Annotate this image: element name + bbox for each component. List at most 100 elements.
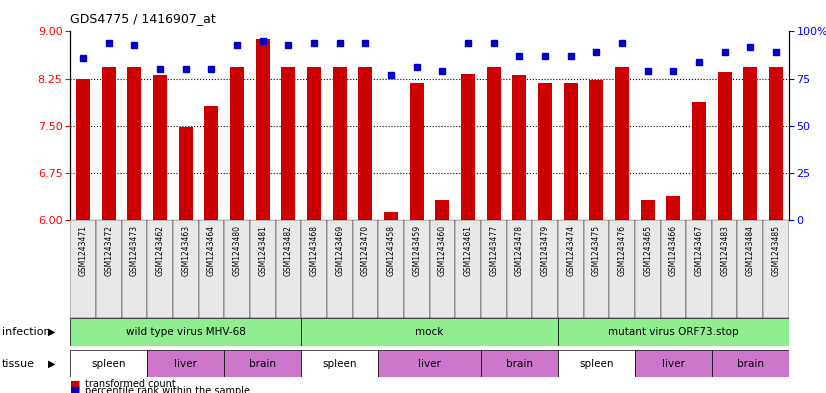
- Bar: [609, 220, 635, 318]
- Bar: [532, 220, 558, 318]
- Bar: [147, 350, 224, 377]
- Text: GSM1243479: GSM1243479: [540, 225, 549, 276]
- Text: GSM1243471: GSM1243471: [78, 225, 88, 276]
- Text: spleen: spleen: [92, 358, 126, 369]
- Text: percentile rank within the sample: percentile rank within the sample: [85, 386, 250, 393]
- Bar: [558, 220, 583, 318]
- Text: GSM1243478: GSM1243478: [515, 225, 524, 276]
- Text: spleen: spleen: [579, 358, 614, 369]
- Bar: [635, 220, 661, 318]
- Text: brain: brain: [737, 358, 764, 369]
- Bar: [76, 79, 90, 220]
- Text: GSM1243462: GSM1243462: [155, 225, 164, 276]
- Bar: [558, 350, 635, 377]
- Text: GSM1243475: GSM1243475: [592, 225, 601, 276]
- Bar: [430, 220, 455, 318]
- Bar: [147, 220, 173, 318]
- Bar: [661, 220, 686, 318]
- Bar: [224, 350, 301, 377]
- Bar: [404, 220, 430, 318]
- Text: GSM1243468: GSM1243468: [310, 225, 319, 276]
- Text: GSM1243480: GSM1243480: [233, 225, 241, 276]
- Bar: [327, 220, 353, 318]
- Text: GSM1243485: GSM1243485: [771, 225, 781, 276]
- Bar: [692, 102, 706, 220]
- Bar: [686, 220, 712, 318]
- Bar: [307, 67, 321, 220]
- Bar: [70, 220, 96, 318]
- Bar: [461, 74, 475, 220]
- Bar: [378, 220, 404, 318]
- Bar: [70, 350, 147, 377]
- Bar: [230, 67, 244, 220]
- Bar: [718, 72, 732, 220]
- Text: GSM1243472: GSM1243472: [104, 225, 113, 276]
- Bar: [178, 127, 192, 220]
- Bar: [276, 220, 301, 318]
- Text: GSM1243460: GSM1243460: [438, 225, 447, 276]
- Bar: [563, 83, 577, 220]
- Bar: [455, 220, 481, 318]
- Bar: [487, 67, 501, 220]
- Bar: [378, 350, 481, 377]
- Bar: [127, 67, 141, 220]
- Text: infection: infection: [2, 327, 50, 337]
- Text: GDS4775 / 1416907_at: GDS4775 / 1416907_at: [70, 12, 216, 25]
- Text: tissue: tissue: [2, 358, 35, 369]
- Bar: [738, 220, 763, 318]
- Text: ▶: ▶: [48, 358, 56, 369]
- Bar: [353, 220, 378, 318]
- Bar: [102, 67, 116, 220]
- Bar: [153, 75, 167, 220]
- Bar: [615, 67, 629, 220]
- Bar: [198, 220, 224, 318]
- Text: spleen: spleen: [322, 358, 357, 369]
- Text: GSM1243474: GSM1243474: [566, 225, 575, 276]
- Bar: [712, 350, 789, 377]
- Text: mutant virus ORF73.stop: mutant virus ORF73.stop: [608, 327, 738, 337]
- Bar: [583, 220, 609, 318]
- Text: brain: brain: [249, 358, 276, 369]
- Bar: [506, 220, 532, 318]
- Bar: [512, 75, 526, 220]
- Bar: [301, 350, 378, 377]
- Bar: [301, 318, 558, 346]
- Text: GSM1243476: GSM1243476: [618, 225, 626, 276]
- Bar: [435, 200, 449, 220]
- Text: liver: liver: [662, 358, 685, 369]
- Text: GSM1243473: GSM1243473: [130, 225, 139, 276]
- Bar: [96, 220, 121, 318]
- Text: GSM1243481: GSM1243481: [259, 225, 267, 276]
- Text: GSM1243463: GSM1243463: [181, 225, 190, 276]
- Bar: [204, 106, 218, 220]
- Bar: [481, 220, 506, 318]
- Text: GSM1243482: GSM1243482: [284, 225, 293, 276]
- Text: GSM1243467: GSM1243467: [695, 225, 704, 276]
- Text: GSM1243465: GSM1243465: [643, 225, 653, 276]
- Bar: [589, 81, 604, 220]
- Text: GSM1243461: GSM1243461: [463, 225, 472, 276]
- Bar: [282, 67, 296, 220]
- Text: transformed count: transformed count: [85, 379, 176, 389]
- Text: liver: liver: [174, 358, 197, 369]
- Text: GSM1243464: GSM1243464: [206, 225, 216, 276]
- Text: ▶: ▶: [48, 327, 56, 337]
- Bar: [558, 318, 789, 346]
- Text: liver: liver: [418, 358, 441, 369]
- Text: GSM1243459: GSM1243459: [412, 225, 421, 276]
- Bar: [255, 39, 270, 220]
- Bar: [538, 83, 552, 220]
- Bar: [743, 67, 757, 220]
- Bar: [121, 220, 147, 318]
- Text: wild type virus MHV-68: wild type virus MHV-68: [126, 327, 245, 337]
- Text: mock: mock: [415, 327, 444, 337]
- Text: GSM1243466: GSM1243466: [669, 225, 678, 276]
- Text: GSM1243469: GSM1243469: [335, 225, 344, 276]
- Bar: [333, 67, 347, 220]
- Bar: [635, 350, 712, 377]
- Bar: [358, 67, 373, 220]
- Text: GSM1243484: GSM1243484: [746, 225, 755, 276]
- Text: GSM1243483: GSM1243483: [720, 225, 729, 276]
- Text: GSM1243470: GSM1243470: [361, 225, 370, 276]
- Bar: [173, 220, 198, 318]
